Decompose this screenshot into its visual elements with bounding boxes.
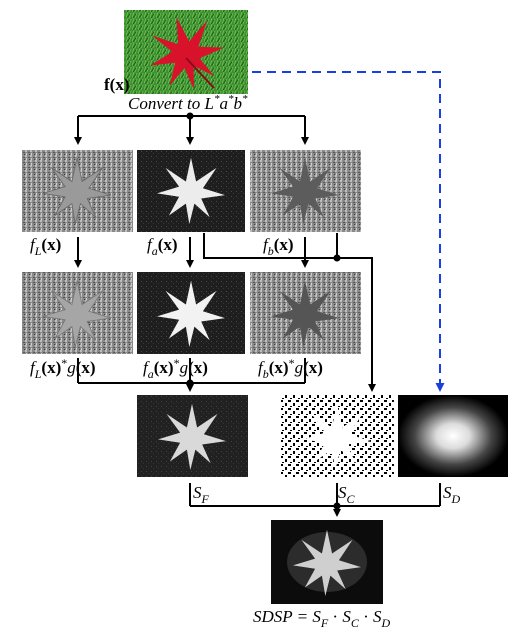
channel-b-label: fb(x) [263, 235, 294, 258]
prior-D-label: SD [443, 483, 461, 506]
filter-connectors [74, 233, 376, 392]
filtered-b-label: fb(x)*g(x) [258, 356, 323, 381]
input-label: f(x) [104, 75, 130, 94]
filtered-L-image [22, 272, 133, 354]
channel-L-label: fL(x) [30, 235, 61, 258]
prior-F-label: SF [193, 483, 210, 506]
sdsp-formula: SDSP = SF · SC · SD [253, 607, 391, 630]
dashed-connector [252, 71, 445, 392]
prior-C-label: SC [338, 483, 356, 506]
merge-connector [77, 358, 306, 392]
filtered-a-label: fa(x)*g(x) [143, 356, 208, 381]
channel-a-label: fa(x) [147, 235, 178, 258]
frequency-prior-image [137, 395, 248, 477]
color-prior-image [281, 395, 394, 477]
channel-b-image [250, 150, 361, 232]
channel-L-image [22, 150, 133, 232]
convert-label: Convert to L*a*b* [128, 93, 248, 113]
channel-a-image [137, 150, 245, 232]
combine-connector [189, 483, 441, 517]
filtered-a-image [137, 272, 245, 354]
sdsp-output-image [271, 520, 383, 604]
center-prior-image [398, 395, 508, 477]
filtered-L-label: fL(x)*g(x) [30, 356, 96, 381]
filtered-b-image [250, 272, 361, 354]
input-image [124, 7, 248, 99]
split-connector [74, 112, 309, 145]
